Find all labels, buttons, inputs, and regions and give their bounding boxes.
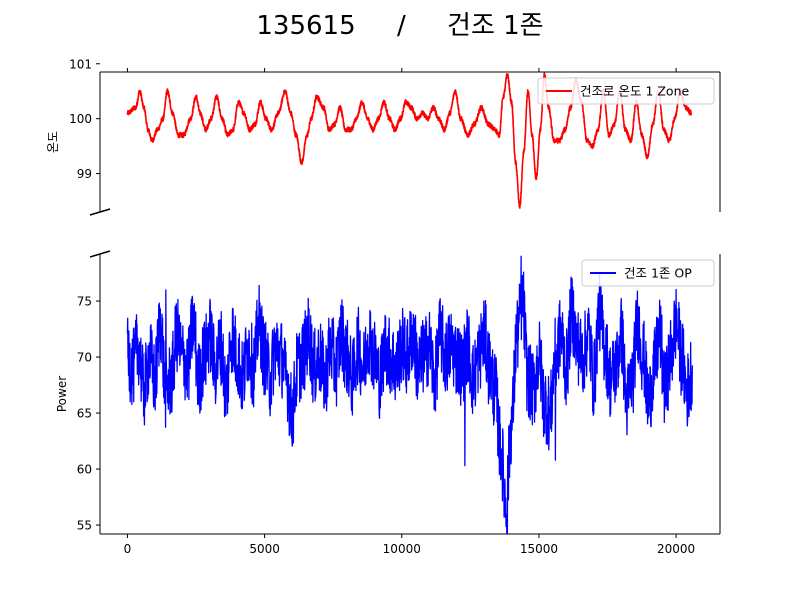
panels: 99 100 101 온도 건조로 온도 1 Zone 55 60 65 70 75 0 5000 10…	[46, 57, 721, 556]
axis-break-mark-bottom	[89, 250, 111, 258]
y-axis-label-1: 온도	[46, 131, 60, 153]
legend-box-1	[537, 77, 715, 105]
series-line-1-1	[126, 72, 692, 209]
y-tick-label-2-2: 60	[77, 463, 92, 477]
axis-break-mark-top	[89, 208, 111, 216]
x-tick-label-5: 20000	[657, 542, 695, 556]
legend-box-2	[581, 259, 715, 287]
y-tick-label-2-5: 75	[77, 295, 92, 309]
panel-1: 99 100 101 온도 건조로 온도 1 Zone	[46, 57, 721, 212]
y-tick-label-2-4: 70	[77, 351, 92, 365]
legend-label-2: 건조 1존 OP	[624, 266, 692, 281]
y-axis-label-2: Power	[55, 376, 69, 412]
x-tick-label-3: 10000	[383, 542, 421, 556]
y-tick-label-1-2: 100	[69, 112, 92, 126]
x-tick-label-2: 5000	[249, 542, 280, 556]
legend-label-1: 건조로 온도 1 Zone	[580, 84, 690, 99]
x-tick-label-1: 0	[124, 542, 132, 556]
panel-2: 55 60 65 70 75 0 5000 10000 15000 20000 Power 건조 1존…	[55, 254, 721, 556]
x-tick-label-4: 15000	[520, 542, 558, 556]
series-line-2-1	[126, 255, 694, 534]
chart-title: 135615 / 건조 1존	[256, 11, 543, 41]
y-tick-label-1-1: 99	[77, 167, 92, 181]
y-tick-label-1-3: 101	[69, 57, 92, 71]
y-tick-label-2-1: 55	[77, 519, 92, 533]
y-tick-label-2-3: 65	[77, 407, 92, 421]
